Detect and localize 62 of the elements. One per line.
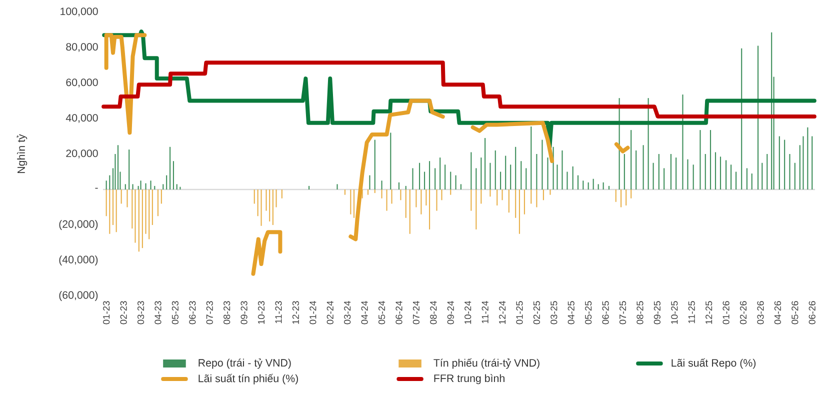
x-tick-label: 05-24 xyxy=(378,300,386,324)
x-tick-label: 10-23 xyxy=(258,301,265,324)
x-tick-label: 11-24 xyxy=(482,300,488,324)
x-tick-label: 09-23 xyxy=(240,301,248,324)
x-tick-label: 02-25 xyxy=(533,301,540,324)
line-series xyxy=(348,98,445,242)
x-tick-label: 10-25 xyxy=(671,301,678,324)
x-tick-label: 07-23 xyxy=(206,301,213,324)
x-tick-label: 06-26 xyxy=(808,301,816,324)
x-tick-label: 04-26 xyxy=(774,301,781,324)
x-tick-label: 12-24 xyxy=(499,300,506,324)
legend-label: Repo (trái - tỷ VND) xyxy=(198,358,291,369)
x-tick-label: 08-25 xyxy=(636,301,644,324)
x-tick-label: 02-23 xyxy=(120,301,127,324)
x-tick-label: 04-23 xyxy=(154,301,162,324)
x-tick-label: 07-25 xyxy=(619,301,626,324)
y-tick-label: (20,000) xyxy=(59,220,98,230)
y-tick-label: 100,000 xyxy=(60,8,98,16)
y-tick-label: 80,000 xyxy=(66,43,98,52)
x-tick-label: 12-25 xyxy=(706,301,712,324)
line-series xyxy=(251,230,282,276)
legend-label: Lãi suất Repo (%) xyxy=(672,358,756,369)
x-tick-label: 07-24 xyxy=(412,300,420,324)
x-tick-label: 01-25 xyxy=(516,301,523,324)
y-tick-label: 20,000 xyxy=(66,150,98,158)
y-tick-label: (60,000) xyxy=(59,291,98,301)
x-tick-label: 06-23 xyxy=(189,301,196,324)
x-tick-label: 09-25 xyxy=(654,301,660,324)
legend-label: Tín phiếu (trái-tỷ VND) xyxy=(434,358,540,369)
x-tick-label: 01-26 xyxy=(722,301,730,324)
x-tick-label: 12-23 xyxy=(292,301,299,324)
x-tick-label: 03-26 xyxy=(757,301,764,324)
line-series xyxy=(102,60,816,119)
x-tick-label: 10-24 xyxy=(464,300,472,324)
x-tick-label: 02-26 xyxy=(740,301,747,324)
x-tick-label: 11-23 xyxy=(275,301,282,324)
x-tick-label: 03-25 xyxy=(550,301,558,324)
y-tick-label: 60,000 xyxy=(66,78,98,88)
x-tick-label: 09-24 xyxy=(447,300,454,324)
y-tick-label: 40,000 xyxy=(66,114,98,123)
x-tick-label: 06-25 xyxy=(602,301,609,324)
x-tick-label: 03-23 xyxy=(137,301,144,324)
line-series xyxy=(470,120,554,164)
legend-label: Lãi suất tín phiếu (%) xyxy=(198,374,298,384)
x-tick-label: 05-23 xyxy=(172,301,178,324)
x-tick-label: 08-23 xyxy=(224,301,230,324)
x-tick-label: 04-25 xyxy=(568,301,574,324)
x-tick-label: 06-24 xyxy=(396,300,402,324)
x-tick-label: 01-23 xyxy=(103,301,110,324)
x-tick-label: 11-25 xyxy=(688,301,695,324)
x-tick-label: 04-24 xyxy=(361,300,368,324)
x-tick-label: 01-24 xyxy=(310,300,316,324)
line-series xyxy=(104,33,147,135)
x-tick-label: 03-24 xyxy=(344,300,351,324)
x-tick-label: 05-26 xyxy=(792,301,798,324)
x-tick-label: 02-24 xyxy=(326,300,334,324)
x-tick-label: 08-24 xyxy=(430,300,437,324)
y-tick-label: (40,000) xyxy=(59,256,98,266)
x-tick-label: 05-25 xyxy=(585,301,592,324)
y-tick-label: - xyxy=(95,188,98,189)
y-axis-title: Nghìn tỷ xyxy=(16,134,28,173)
legend-label: FFR trung bình xyxy=(434,374,504,384)
